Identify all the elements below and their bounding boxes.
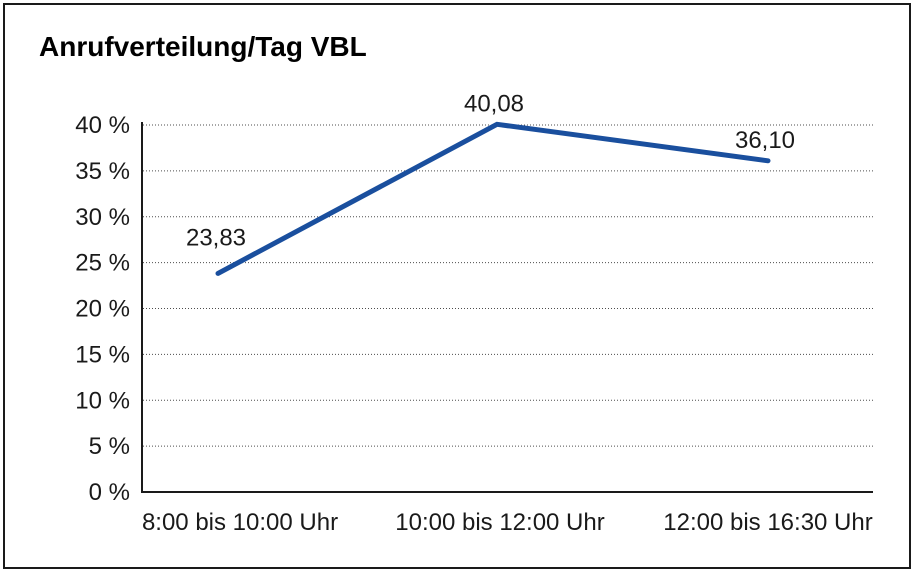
y-tick-label: 30 % bbox=[75, 204, 130, 231]
y-tick-label: 0 % bbox=[89, 479, 130, 506]
data-point-label: 36,10 bbox=[735, 127, 795, 154]
y-tick-label: 40 % bbox=[75, 112, 130, 139]
y-tick-label: 5 % bbox=[89, 433, 130, 460]
y-tick-label: 10 % bbox=[75, 387, 130, 414]
data-point-label: 23,83 bbox=[186, 224, 246, 251]
chart-title: Anrufverteilung/Tag VBL bbox=[39, 31, 367, 62]
y-tick-label: 20 % bbox=[75, 296, 130, 323]
series-line bbox=[215, 121, 771, 276]
x-category-label: 8:00 bis 10:00 Uhr bbox=[142, 509, 338, 536]
y-tick-label: 25 % bbox=[75, 250, 130, 277]
x-category-label: 10:00 bis 12:00 Uhr bbox=[395, 509, 604, 536]
data-point-label: 40,08 bbox=[464, 90, 524, 117]
y-tick-label: 35 % bbox=[75, 158, 130, 185]
y-tick-label: 15 % bbox=[75, 341, 130, 368]
x-category-label: 12:00 bis 16:30 Uhr bbox=[663, 509, 872, 536]
chart-frame bbox=[3, 3, 911, 569]
